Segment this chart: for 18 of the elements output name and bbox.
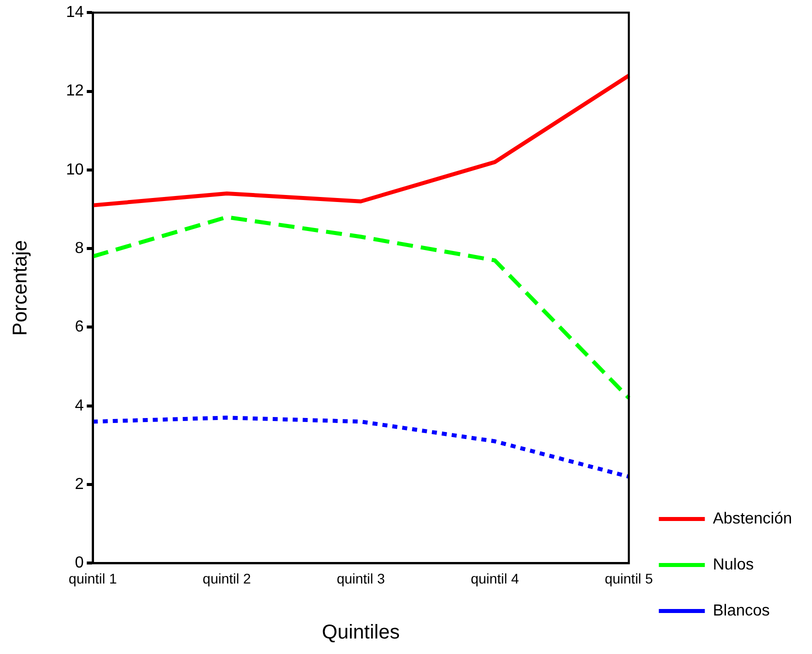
y-tick-label: 4 [74,397,84,414]
x-tick-label: quintil 2 [202,570,252,586]
x-tick-label: quintil 5 [604,570,654,586]
x-tick-label: quintil 1 [68,570,118,586]
y-tick-label: 6 [74,318,84,336]
x-axis-title: Quintiles [322,622,400,644]
legend-label: Abstención [712,510,792,528]
y-axis-title: Porcentaje [10,240,32,336]
y-tick-label: 2 [74,476,84,493]
y-tick-label: 0 [74,554,84,572]
x-tick-label: quintil 4 [470,570,520,586]
y-tick-label: 14 [66,4,84,22]
y-tick-label: 10 [66,161,84,178]
legend-label: Blancos [712,602,770,620]
legend-label: Nulos [712,556,754,574]
y-tick-label: 12 [66,82,84,100]
y-tick-label: 8 [74,240,84,257]
x-tick-label: quintil 3 [336,570,386,586]
